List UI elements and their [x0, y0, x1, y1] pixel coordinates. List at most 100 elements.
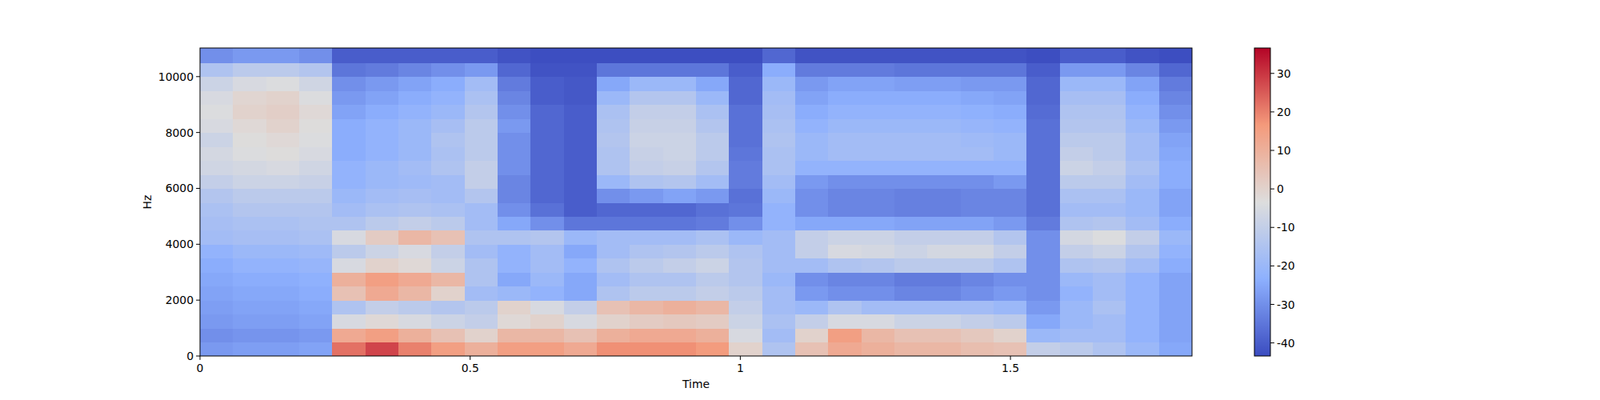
cell [1026, 300, 1060, 315]
x-tick-label: 1 [736, 361, 744, 375]
cell [497, 104, 532, 120]
cell [299, 314, 333, 329]
cell [861, 76, 896, 92]
cell [696, 160, 730, 176]
cell [332, 90, 366, 105]
cell [663, 174, 697, 189]
cell [497, 342, 532, 356]
cell [993, 90, 1028, 105]
cell [299, 300, 333, 315]
cell [1026, 328, 1060, 343]
cell [596, 146, 631, 161]
cell [464, 258, 499, 273]
cell [332, 146, 366, 161]
cell [200, 272, 234, 287]
cell [629, 48, 664, 64]
cell [596, 216, 631, 231]
cell [431, 258, 465, 273]
cell [1125, 286, 1160, 301]
cell [629, 286, 664, 301]
cell [266, 146, 300, 161]
y-tick [196, 356, 200, 357]
cell [894, 286, 928, 301]
cell [762, 132, 796, 148]
cell [795, 328, 829, 343]
cell [596, 188, 631, 203]
cell [1125, 244, 1160, 259]
cell [960, 258, 995, 273]
cell [299, 244, 333, 259]
cell [1125, 230, 1160, 245]
cell [464, 104, 499, 120]
cell [431, 118, 465, 133]
cell [200, 146, 234, 161]
cell [564, 174, 598, 189]
cell [795, 132, 829, 148]
cell [431, 104, 465, 120]
cell [993, 160, 1028, 176]
cell [398, 272, 432, 287]
cell [762, 76, 796, 92]
cell [596, 90, 631, 105]
cell [332, 258, 366, 273]
cell [332, 286, 366, 301]
cell [927, 160, 961, 176]
cell [398, 104, 432, 120]
cell [431, 132, 465, 148]
cell [464, 174, 499, 189]
cell [1159, 132, 1192, 148]
cell [1125, 216, 1160, 231]
cell [1060, 244, 1094, 259]
cell [332, 118, 366, 133]
cell [795, 230, 829, 245]
cell [629, 188, 664, 203]
colorbar-tick-label: 20 [1276, 105, 1292, 119]
cell [232, 174, 267, 189]
cell [762, 230, 796, 245]
cell [1026, 132, 1060, 148]
cell [960, 286, 995, 301]
cell [927, 90, 961, 105]
cell [927, 286, 961, 301]
cell [398, 314, 432, 329]
cell [1092, 314, 1127, 329]
cell [894, 230, 928, 245]
cell [398, 90, 432, 105]
cell [1092, 300, 1127, 315]
cell [1060, 314, 1094, 329]
cell [431, 244, 465, 259]
cell [530, 146, 564, 161]
cell [960, 160, 995, 176]
cell [1159, 328, 1192, 343]
cell [564, 300, 598, 315]
cell [200, 104, 234, 120]
cell [1092, 174, 1127, 189]
cell [200, 62, 234, 77]
cell [828, 160, 862, 176]
cell [365, 300, 400, 315]
cell [299, 48, 333, 64]
cell [266, 342, 300, 356]
cell [332, 328, 366, 343]
cell [927, 118, 961, 133]
cell [1125, 132, 1160, 148]
cell [1092, 272, 1127, 287]
cell [398, 132, 432, 148]
cell [663, 48, 697, 64]
cell [696, 272, 730, 287]
cell [332, 48, 366, 64]
colorbar [1254, 48, 1271, 356]
cell [332, 342, 366, 356]
cell [828, 328, 862, 343]
cell [530, 328, 564, 343]
cell [200, 202, 234, 217]
cell [1060, 216, 1094, 231]
cell [232, 146, 267, 161]
cell [993, 244, 1028, 259]
cell [530, 62, 564, 77]
cell [1026, 48, 1060, 64]
cell [1159, 146, 1192, 161]
colorbar-tick-label: -10 [1276, 220, 1296, 234]
cell [861, 48, 896, 64]
cell [365, 244, 400, 259]
